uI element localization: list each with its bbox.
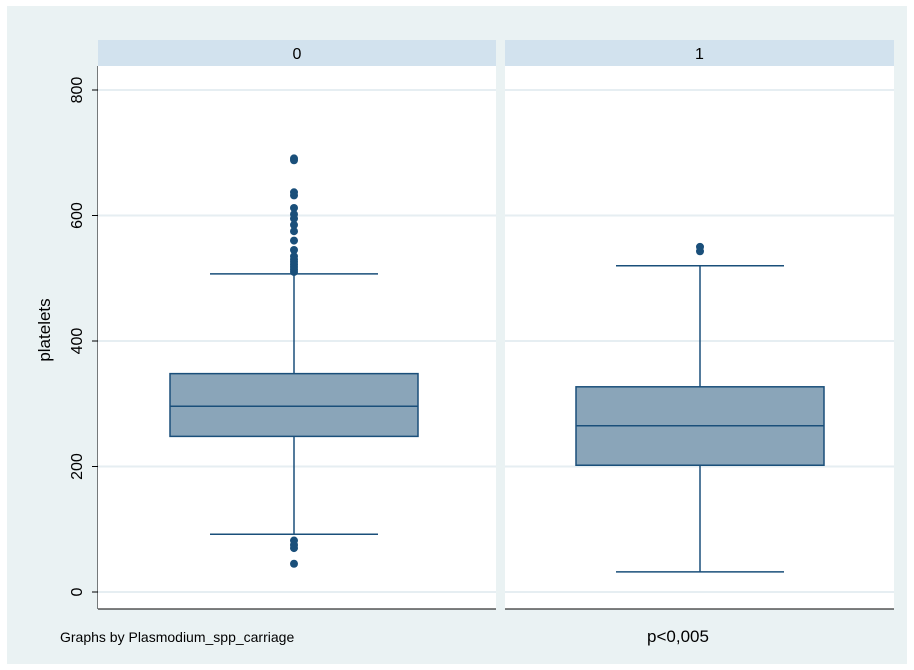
y-tick-label: 200	[69, 453, 86, 480]
y-axis-label: platelets	[35, 298, 54, 361]
panel-plot-area	[98, 66, 496, 609]
iqr-box	[169, 372, 419, 438]
outlier-point	[290, 188, 298, 197]
y-tick-label: 400	[69, 328, 86, 355]
outlier-point	[290, 559, 298, 568]
y-tick-label: 0	[69, 587, 86, 596]
outlier-point	[290, 210, 298, 219]
outlier-point	[290, 227, 298, 236]
outlier-point	[290, 203, 298, 212]
y-tick-label: 600	[69, 202, 86, 229]
outlier-point	[290, 154, 298, 163]
outlier-point	[290, 252, 298, 261]
panel-header	[505, 40, 894, 66]
p-value-annotation: p<0,005	[647, 627, 709, 646]
panel-header	[98, 40, 496, 66]
outlier-point	[290, 246, 298, 255]
panel-header-label: 0	[293, 46, 302, 63]
outlier-point	[290, 220, 298, 229]
outlier-point	[290, 236, 298, 245]
panel-header-label: 1	[695, 46, 704, 63]
outlier-point	[290, 544, 298, 553]
y-tick-label: 800	[69, 77, 86, 104]
outlier-point	[696, 242, 704, 251]
graphs-by-note: Graphs by Plasmodium_spp_carriage	[60, 629, 294, 645]
